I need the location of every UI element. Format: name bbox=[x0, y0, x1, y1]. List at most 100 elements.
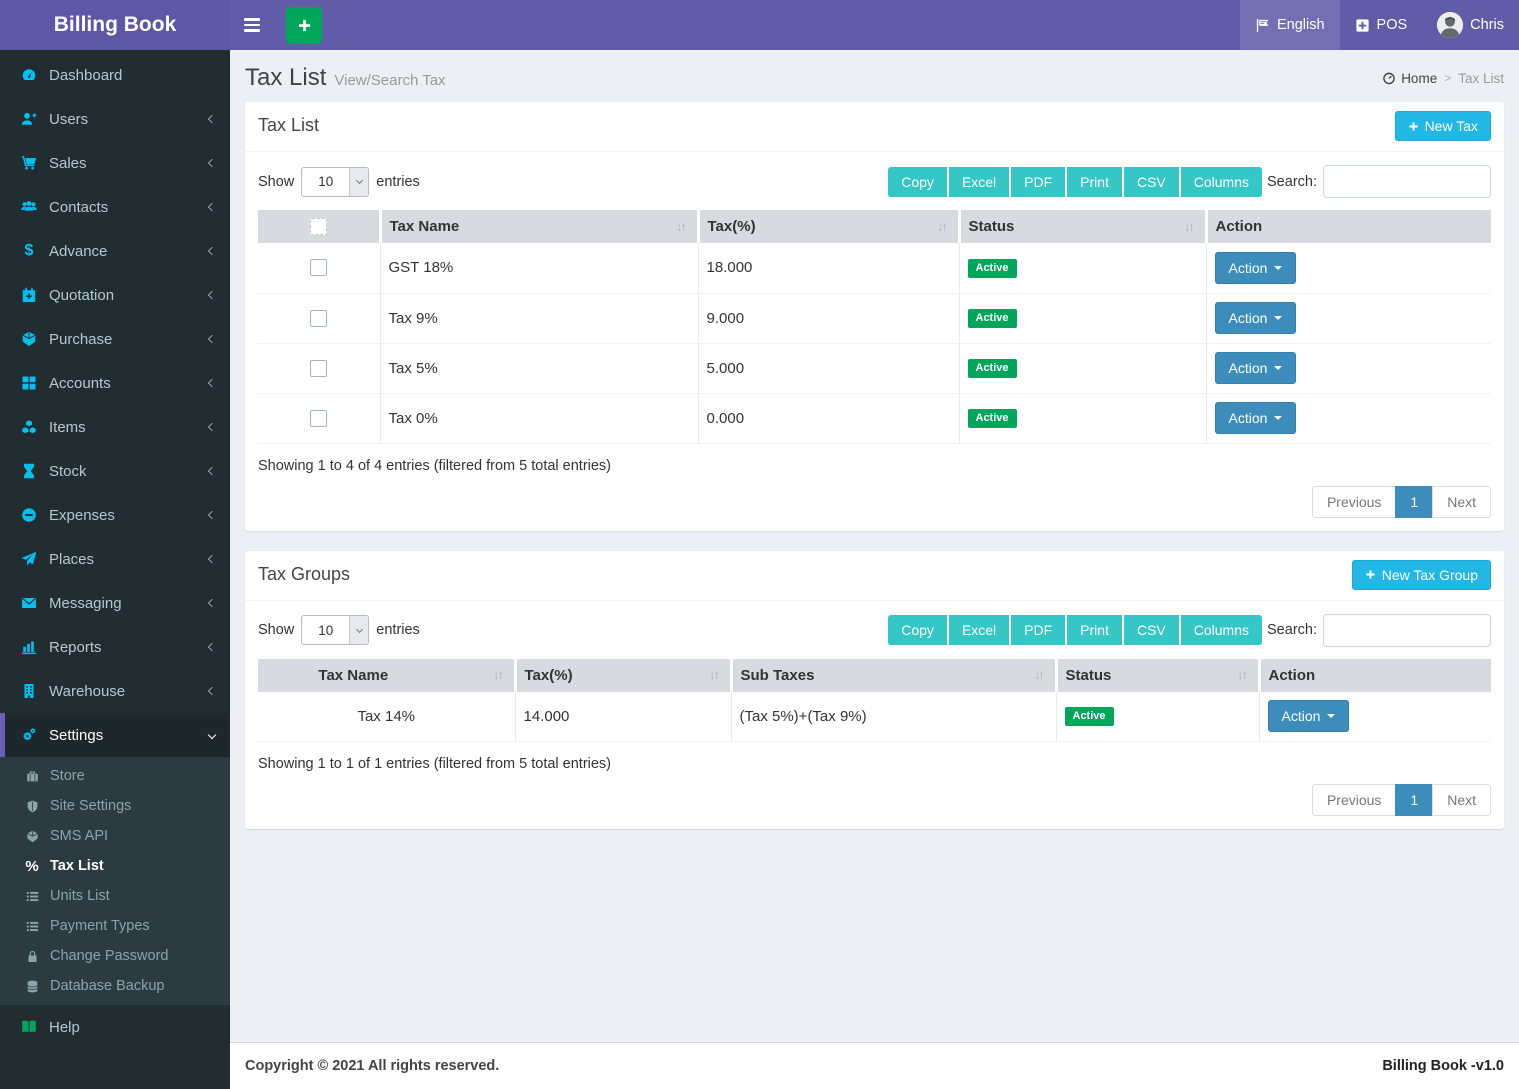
app-logo[interactable]: Billing Book bbox=[0, 0, 230, 50]
excel-button[interactable]: Excel bbox=[948, 615, 1010, 645]
row-checkbox[interactable] bbox=[310, 409, 328, 427]
chevron-left-icon bbox=[207, 686, 217, 696]
page-length-select[interactable]: 10 bbox=[301, 166, 370, 197]
language-menu[interactable]: English bbox=[1239, 0, 1340, 50]
sort-icon: ↓↑ bbox=[676, 219, 686, 234]
next-page-button[interactable]: Next bbox=[1432, 784, 1491, 816]
gears-icon bbox=[20, 727, 38, 743]
row-action-button[interactable]: Action bbox=[1214, 251, 1297, 284]
columns-button[interactable]: Columns bbox=[1180, 615, 1263, 645]
sidebar-toggle-button[interactable] bbox=[230, 0, 274, 50]
sidebar-item-users[interactable]: Users bbox=[0, 97, 230, 141]
sidebar-item-purchase[interactable]: Purchase bbox=[0, 317, 230, 361]
breadcrumb-home-link[interactable]: Home bbox=[1382, 71, 1437, 86]
lock-icon bbox=[24, 948, 40, 964]
page-subtitle: View/Search Tax bbox=[334, 72, 446, 89]
submenu-item-tax-list[interactable]: % Tax List bbox=[25, 857, 104, 875]
column-header-tax-pct[interactable]: Tax(%) ↓↑ bbox=[698, 210, 961, 243]
copy-button[interactable]: Copy bbox=[888, 166, 947, 197]
csv-button[interactable]: CSV bbox=[1123, 615, 1179, 645]
sidebar-item-dashboard[interactable]: Dashboard bbox=[0, 53, 230, 97]
sidebar-item-reports[interactable]: Reports bbox=[0, 625, 230, 669]
new-tax-group-button[interactable]: New Tax Group bbox=[1351, 559, 1491, 590]
column-header-tax-pct[interactable]: Tax(%) ↓↑ bbox=[515, 658, 733, 692]
sidebar-item-places[interactable]: Places bbox=[0, 537, 230, 581]
sidebar-item-sales[interactable]: Sales bbox=[0, 141, 230, 185]
sidebar-item-accounts[interactable]: Accounts bbox=[0, 361, 230, 405]
tax-list-search-input[interactable] bbox=[1323, 165, 1491, 198]
sub-taxes-cell: (Tax 5%)+(Tax 9%) bbox=[731, 691, 1057, 742]
pdf-button[interactable]: PDF bbox=[1011, 166, 1066, 197]
submenu-item-database-backup[interactable]: Database Backup bbox=[0, 971, 230, 1001]
page-number-button[interactable]: 1 bbox=[1395, 784, 1434, 816]
row-checkbox[interactable] bbox=[310, 259, 328, 277]
user-avatar bbox=[1437, 12, 1464, 38]
row-action-button[interactable]: Action bbox=[1214, 302, 1297, 334]
previous-page-button[interactable]: Previous bbox=[1311, 784, 1397, 816]
previous-page-button[interactable]: Previous bbox=[1311, 485, 1397, 518]
column-header-tax-name[interactable]: Tax Name ↓↑ bbox=[380, 210, 700, 243]
plus-icon bbox=[298, 19, 310, 31]
pdf-button[interactable]: PDF bbox=[1011, 615, 1066, 645]
page-length-select[interactable]: 10 bbox=[301, 615, 370, 645]
column-header-status[interactable]: Status ↓↑ bbox=[959, 210, 1208, 243]
sort-icon: ↓↑ bbox=[937, 219, 947, 234]
sidebar-item-warehouse[interactable]: Warehouse bbox=[0, 669, 230, 713]
column-header-status[interactable]: Status ↓↑ bbox=[1056, 658, 1261, 692]
list-icon bbox=[24, 888, 40, 904]
sidebar-item-expenses[interactable]: Expenses bbox=[0, 493, 230, 537]
status-badge: Active bbox=[967, 309, 1017, 328]
quick-add-button[interactable] bbox=[286, 6, 322, 44]
app-version: Billing Book -v1.0 bbox=[1382, 1058, 1504, 1074]
columns-button[interactable]: Columns bbox=[1180, 166, 1263, 197]
plus-icon bbox=[1366, 570, 1375, 579]
sidebar-item-contacts[interactable]: Contacts bbox=[0, 185, 230, 229]
sidebar-item-advance[interactable]: $ Advance bbox=[0, 229, 230, 273]
tax-name-cell: GST 18% bbox=[380, 243, 699, 294]
sidebar-item-stock[interactable]: Stock bbox=[0, 449, 230, 493]
tax-list-summary: Showing 1 to 4 of 4 entries (filtered fr… bbox=[258, 457, 612, 474]
pos-button[interactable]: POS bbox=[1340, 0, 1423, 50]
sidebar-item-help[interactable]: Help bbox=[0, 1005, 230, 1049]
print-button[interactable]: Print bbox=[1067, 166, 1122, 197]
tax-groups-card-title: Tax Groups bbox=[258, 563, 351, 584]
footer: Copyright © 2021 All rights reserved. Bi… bbox=[230, 1042, 1519, 1089]
user-name: Chris bbox=[1470, 17, 1504, 33]
submenu-item-site-settings[interactable]: Site Settings bbox=[0, 791, 230, 821]
user-menu[interactable]: Chris bbox=[1422, 0, 1519, 50]
submenu-item-change-password[interactable]: Change Password bbox=[0, 941, 230, 971]
chevron-left-icon bbox=[207, 510, 217, 520]
csv-button[interactable]: CSV bbox=[1123, 166, 1179, 197]
new-tax-button[interactable]: New Tax bbox=[1394, 111, 1491, 141]
sidebar-item-messaging[interactable]: Messaging bbox=[0, 581, 230, 625]
submenu-item-units-list[interactable]: Units List bbox=[0, 881, 230, 911]
row-checkbox[interactable] bbox=[310, 309, 328, 327]
cubes-icon bbox=[20, 419, 38, 435]
show-label: Show bbox=[258, 622, 295, 638]
row-action-button[interactable]: Action bbox=[1214, 352, 1297, 384]
tax-groups-search-input[interactable] bbox=[1323, 613, 1491, 647]
submenu-item-sms-api[interactable]: SMS API bbox=[0, 821, 230, 851]
next-page-button[interactable]: Next bbox=[1432, 485, 1491, 518]
page-number-button[interactable]: 1 bbox=[1395, 485, 1434, 518]
print-button[interactable]: Print bbox=[1067, 615, 1122, 645]
select-all-header[interactable] bbox=[258, 210, 382, 243]
sidebar-item-quotation[interactable]: Quotation bbox=[0, 273, 230, 317]
column-header-sub-taxes[interactable]: Sub Taxes ↓↑ bbox=[731, 658, 1058, 692]
sidebar-item-settings[interactable]: Settings Store Site Settings SMS API bbox=[0, 713, 230, 1005]
row-action-button[interactable]: Action bbox=[1214, 402, 1297, 434]
table-row: Tax 14% 14.000 (Tax 5%)+(Tax 9%) Active … bbox=[258, 691, 1491, 742]
submenu-item-payment-types[interactable]: Payment Types bbox=[0, 911, 230, 941]
excel-button[interactable]: Excel bbox=[948, 166, 1010, 197]
search-label: Search: bbox=[1267, 173, 1317, 190]
select-all-checkbox[interactable] bbox=[309, 218, 327, 235]
tax-name-cell: Tax 14% bbox=[258, 691, 516, 742]
language-flag-icon bbox=[1256, 18, 1269, 32]
row-checkbox[interactable] bbox=[310, 359, 328, 377]
row-action-button[interactable]: Action bbox=[1267, 700, 1350, 733]
column-header-tax-name[interactable]: Tax Name ↓↑ bbox=[258, 658, 517, 692]
submenu-item-store[interactable]: Store bbox=[0, 761, 230, 791]
sidebar-item-items[interactable]: Items bbox=[0, 405, 230, 449]
select-arrow-icon bbox=[349, 616, 369, 644]
copy-button[interactable]: Copy bbox=[888, 615, 947, 645]
